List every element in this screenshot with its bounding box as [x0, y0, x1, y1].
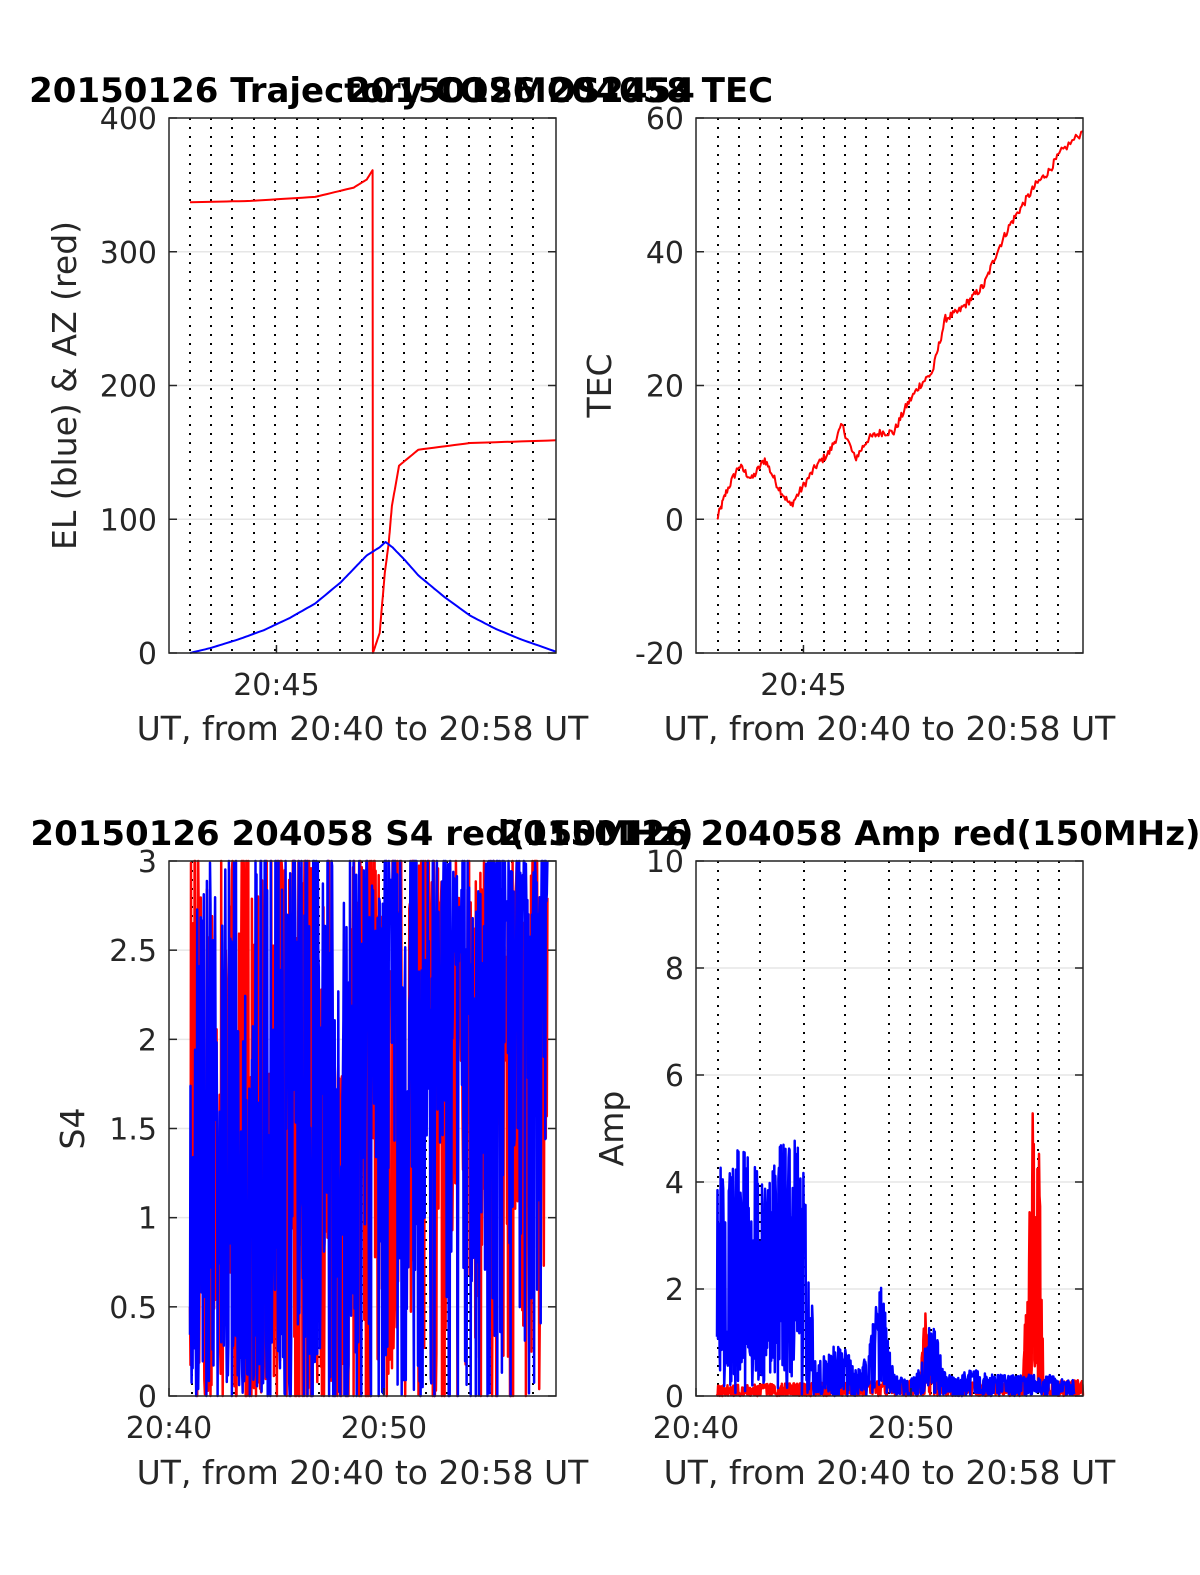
- y-tick-label: 1: [138, 1202, 157, 1237]
- series-line: [189, 541, 557, 654]
- y-tick-label: 0: [138, 1380, 157, 1415]
- y-axis-label: S4: [53, 1108, 92, 1150]
- y-tick-label: 20: [646, 370, 684, 405]
- y-tick-label: 8: [665, 952, 684, 987]
- y-tick-label: 0.5: [109, 1291, 157, 1326]
- y-tick-label: 40: [646, 236, 684, 271]
- y-tick-label: 0: [138, 637, 157, 672]
- y-tick-label: -20: [635, 637, 684, 672]
- y-tick-label: 60: [646, 102, 684, 137]
- series-line: [716, 130, 1084, 520]
- x-tick-label: 20:40: [126, 1411, 212, 1446]
- chart-title: 20150126 204058 TEC: [347, 71, 773, 111]
- series-line: [189, 169, 557, 654]
- y-tick-label: 300: [100, 236, 157, 271]
- series-line: [188, 859, 549, 1398]
- y-tick-label: 1.5: [109, 1113, 157, 1148]
- y-tick-label: 3: [138, 845, 157, 880]
- x-tick-label: 20:45: [233, 668, 319, 703]
- y-axis-label: EL (blue) & AZ (red): [45, 221, 84, 550]
- y-tick-label: 100: [100, 503, 157, 538]
- x-axis-label: UT, from 20:40 to 20:58 UT: [664, 709, 1117, 748]
- axes-frame: [695, 860, 1084, 1397]
- x-tick-label: 20:50: [341, 1411, 427, 1446]
- x-axis-label: UT, from 20:40 to 20:58 UT: [137, 709, 590, 748]
- x-tick-label: 20:40: [653, 1411, 739, 1446]
- y-tick-label: 200: [100, 370, 157, 405]
- chart-title: 20150126 204058 S4 red(150MHz): [30, 814, 693, 854]
- y-tick-label: 0: [665, 503, 684, 538]
- y-tick-label: 2: [138, 1023, 157, 1058]
- y-tick-label: 10: [646, 845, 684, 880]
- y-axis-label: TEC: [580, 353, 619, 418]
- panel-s4: 0 0.5 1 1.5 2 2.5 3 20:40 20:50 20150126 204058 …: [30, 814, 693, 1492]
- y-axis-label: Amp: [592, 1091, 631, 1167]
- series-line: [715, 1139, 1076, 1398]
- panel-amp: 0 2 4 6 8 10 20:40 20:50 20150126 204058 Amp re…: [499, 814, 1200, 1492]
- x-axis-label: UT, from 20:40 to 20:58 UT: [664, 1453, 1117, 1492]
- y-tick-label: 6: [665, 1059, 684, 1094]
- y-tick-label: 4: [665, 1166, 684, 1201]
- chart-title: 20150126 204058 Amp red(150MHz): [499, 814, 1200, 854]
- y-tick-label: 400: [100, 102, 157, 137]
- y-tick-label: 2: [665, 1273, 684, 1308]
- chart-title: 20150126 Trajectory COSMOS2454: [29, 71, 695, 111]
- y-tick-label: 0: [665, 1380, 684, 1415]
- y-tick-label: 2.5: [109, 934, 157, 969]
- x-axis-label: UT, from 20:40 to 20:58 UT: [137, 1453, 590, 1492]
- x-tick-label: 20:45: [760, 668, 846, 703]
- x-tick-label: 20:50: [868, 1411, 954, 1446]
